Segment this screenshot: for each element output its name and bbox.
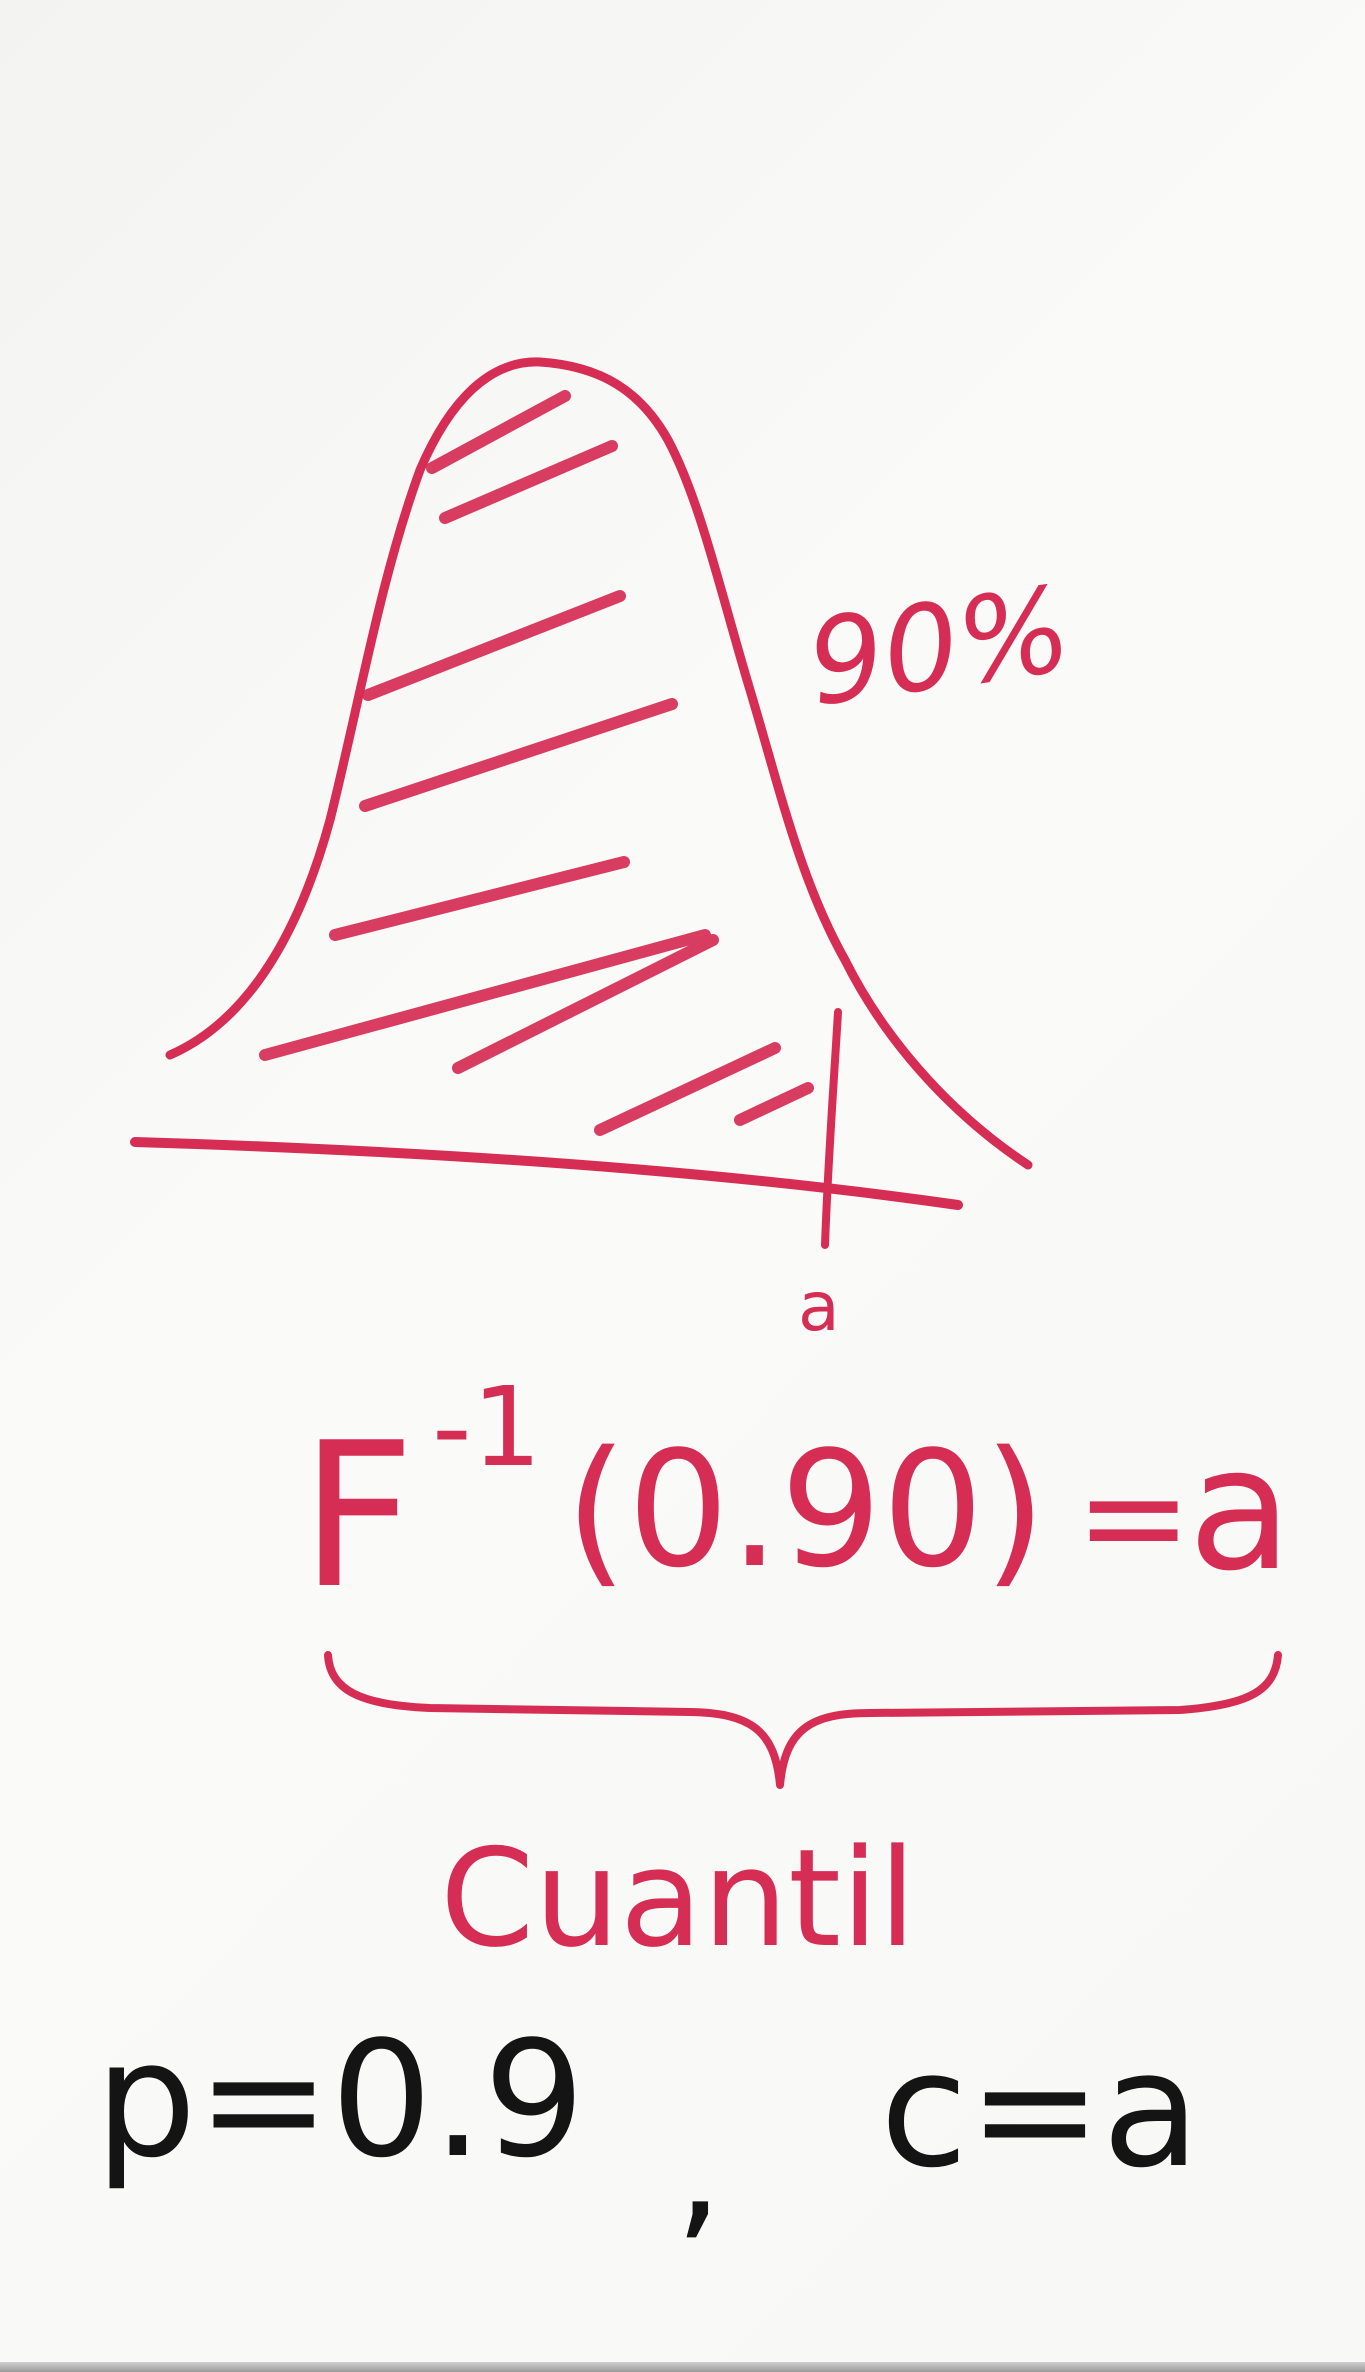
quantile-equation: F -1 (0.90) = a — [300, 1363, 1292, 1633]
equation-result: a — [1188, 1411, 1292, 1609]
bell-curve — [165, 357, 1033, 1170]
curly-brace — [324, 1651, 1282, 1789]
hatch-line — [594, 1042, 781, 1136]
percent-label: 90% — [800, 560, 1079, 733]
hatch-line — [452, 934, 719, 1074]
hatch-line — [426, 390, 571, 474]
quantile-marker-line — [821, 1008, 842, 1249]
hatch-line — [359, 698, 678, 812]
equation-argument: (0.90) — [565, 1416, 1046, 1603]
summary-line: p=0.9 , c=a — [95, 2006, 1200, 2256]
equation-exponent: -1 — [432, 1363, 542, 1491]
board-bottom-edge — [0, 2362, 1365, 2372]
equation-function: F — [300, 1400, 415, 1633]
shaded-area-hatching — [259, 390, 814, 1136]
hatch-line — [329, 856, 630, 941]
hatch-line — [439, 440, 618, 524]
summary-separator: , — [675, 2082, 723, 2256]
x-axis-line — [130, 1137, 963, 1210]
hatch-line — [259, 929, 711, 1061]
equation-equals: = — [1075, 1436, 1192, 1599]
hatch-line — [362, 590, 626, 701]
hatch-line — [734, 1082, 814, 1126]
summary-c: c=a — [880, 2016, 1200, 2203]
summary-p: p=0.9 — [95, 2006, 585, 2193]
brace-caption: Cuantil — [440, 1820, 916, 1977]
point-label-a: a — [798, 1268, 840, 1347]
